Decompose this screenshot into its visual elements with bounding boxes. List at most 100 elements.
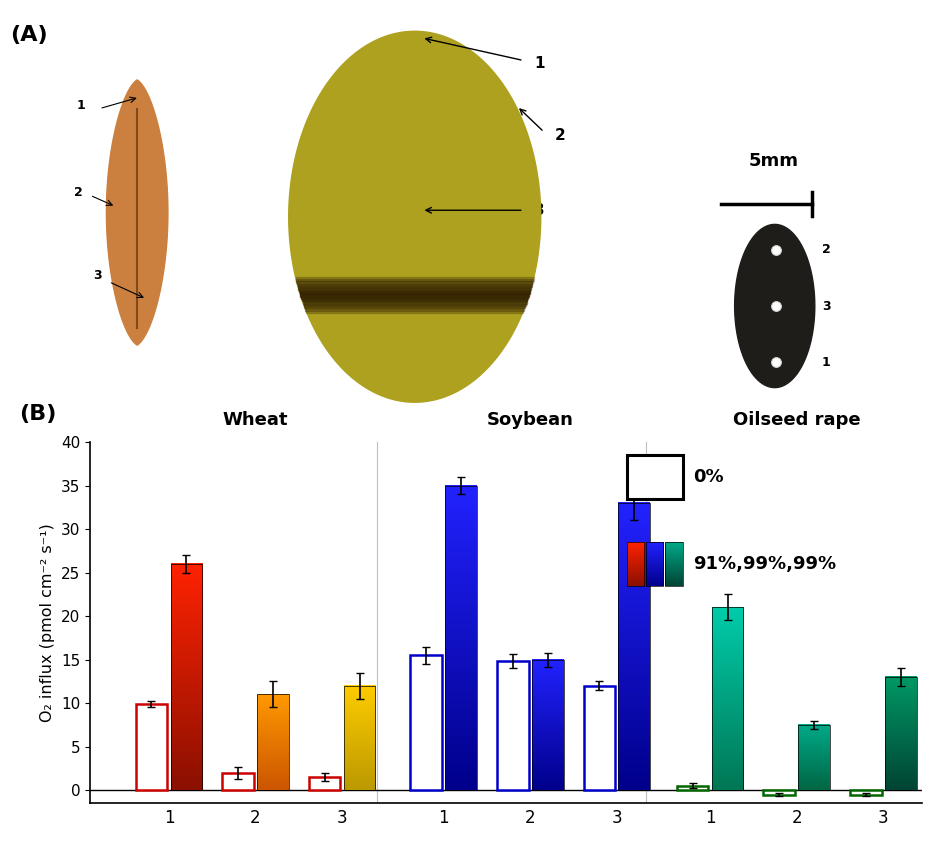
- Polygon shape: [118, 130, 156, 295]
- Polygon shape: [412, 213, 417, 220]
- Text: (B): (B): [19, 404, 57, 424]
- Polygon shape: [108, 88, 166, 337]
- Polygon shape: [356, 130, 474, 303]
- Polygon shape: [131, 186, 144, 239]
- Polygon shape: [409, 207, 421, 226]
- Polygon shape: [132, 194, 142, 231]
- Polygon shape: [366, 145, 463, 288]
- Polygon shape: [316, 71, 514, 362]
- Polygon shape: [121, 144, 153, 281]
- Polygon shape: [747, 250, 802, 362]
- Polygon shape: [107, 80, 168, 345]
- Polygon shape: [753, 262, 797, 350]
- Bar: [584, 686, 615, 790]
- Text: 3: 3: [534, 203, 545, 218]
- Bar: [885, 677, 917, 790]
- Polygon shape: [321, 77, 509, 356]
- Polygon shape: [122, 146, 152, 279]
- Polygon shape: [358, 133, 471, 300]
- Polygon shape: [131, 184, 144, 241]
- Polygon shape: [739, 234, 810, 378]
- Text: 91%,99%,99%: 91%,99%,99%: [693, 555, 836, 573]
- Polygon shape: [390, 179, 440, 254]
- Polygon shape: [112, 104, 163, 321]
- Polygon shape: [335, 99, 495, 334]
- Polygon shape: [324, 84, 505, 349]
- Polygon shape: [131, 189, 143, 236]
- Polygon shape: [765, 287, 784, 325]
- Bar: [446, 485, 477, 790]
- Polygon shape: [114, 109, 161, 316]
- Polygon shape: [297, 43, 533, 390]
- Polygon shape: [398, 192, 431, 241]
- Polygon shape: [395, 189, 433, 245]
- Polygon shape: [125, 160, 149, 265]
- Polygon shape: [293, 37, 536, 396]
- Polygon shape: [773, 302, 777, 310]
- Polygon shape: [299, 47, 530, 387]
- Polygon shape: [404, 201, 426, 232]
- Polygon shape: [407, 204, 423, 230]
- Polygon shape: [770, 297, 780, 315]
- Polygon shape: [339, 105, 490, 328]
- Bar: [343, 686, 376, 790]
- Polygon shape: [128, 170, 147, 255]
- Text: 5mm: 5mm: [749, 152, 798, 170]
- Text: 1: 1: [77, 99, 85, 112]
- Text: Wheat: Wheat: [223, 411, 289, 429]
- Polygon shape: [331, 94, 499, 340]
- Polygon shape: [328, 90, 500, 343]
- Polygon shape: [755, 266, 795, 346]
- Polygon shape: [352, 124, 478, 309]
- Polygon shape: [136, 207, 138, 218]
- Polygon shape: [124, 157, 150, 268]
- Text: Oilseed rape: Oilseed rape: [733, 411, 861, 429]
- Polygon shape: [117, 128, 157, 298]
- Polygon shape: [119, 136, 155, 289]
- Polygon shape: [323, 81, 507, 353]
- Polygon shape: [764, 285, 785, 327]
- Polygon shape: [766, 290, 782, 322]
- Polygon shape: [354, 128, 476, 306]
- Polygon shape: [383, 170, 447, 264]
- Polygon shape: [774, 303, 776, 309]
- Bar: [763, 790, 795, 795]
- Polygon shape: [738, 231, 812, 381]
- Polygon shape: [309, 62, 519, 371]
- Polygon shape: [362, 139, 467, 294]
- Text: 1: 1: [534, 56, 544, 71]
- Polygon shape: [115, 117, 159, 308]
- Polygon shape: [114, 115, 160, 310]
- Text: 2: 2: [554, 128, 565, 143]
- Polygon shape: [134, 202, 140, 223]
- Polygon shape: [347, 118, 482, 315]
- Bar: [135, 704, 167, 790]
- Polygon shape: [769, 294, 780, 318]
- Polygon shape: [302, 50, 528, 383]
- Polygon shape: [360, 136, 469, 298]
- Bar: [222, 773, 254, 790]
- Polygon shape: [763, 283, 786, 329]
- Bar: [532, 660, 564, 790]
- Text: 3: 3: [822, 299, 831, 313]
- Polygon shape: [107, 82, 167, 343]
- Polygon shape: [735, 224, 815, 388]
- Polygon shape: [130, 181, 145, 244]
- Polygon shape: [757, 269, 793, 343]
- Polygon shape: [746, 247, 803, 365]
- Polygon shape: [737, 229, 813, 383]
- Bar: [411, 655, 442, 790]
- Polygon shape: [752, 259, 797, 353]
- Text: (A): (A): [10, 26, 47, 45]
- Polygon shape: [749, 255, 800, 357]
- Polygon shape: [129, 175, 146, 250]
- Polygon shape: [385, 173, 444, 260]
- Polygon shape: [117, 125, 157, 300]
- Text: 0%: 0%: [693, 468, 724, 486]
- Polygon shape: [758, 271, 792, 341]
- Polygon shape: [112, 101, 163, 324]
- Polygon shape: [132, 191, 142, 234]
- Polygon shape: [369, 149, 461, 285]
- Polygon shape: [110, 94, 165, 332]
- Text: 2: 2: [74, 186, 83, 199]
